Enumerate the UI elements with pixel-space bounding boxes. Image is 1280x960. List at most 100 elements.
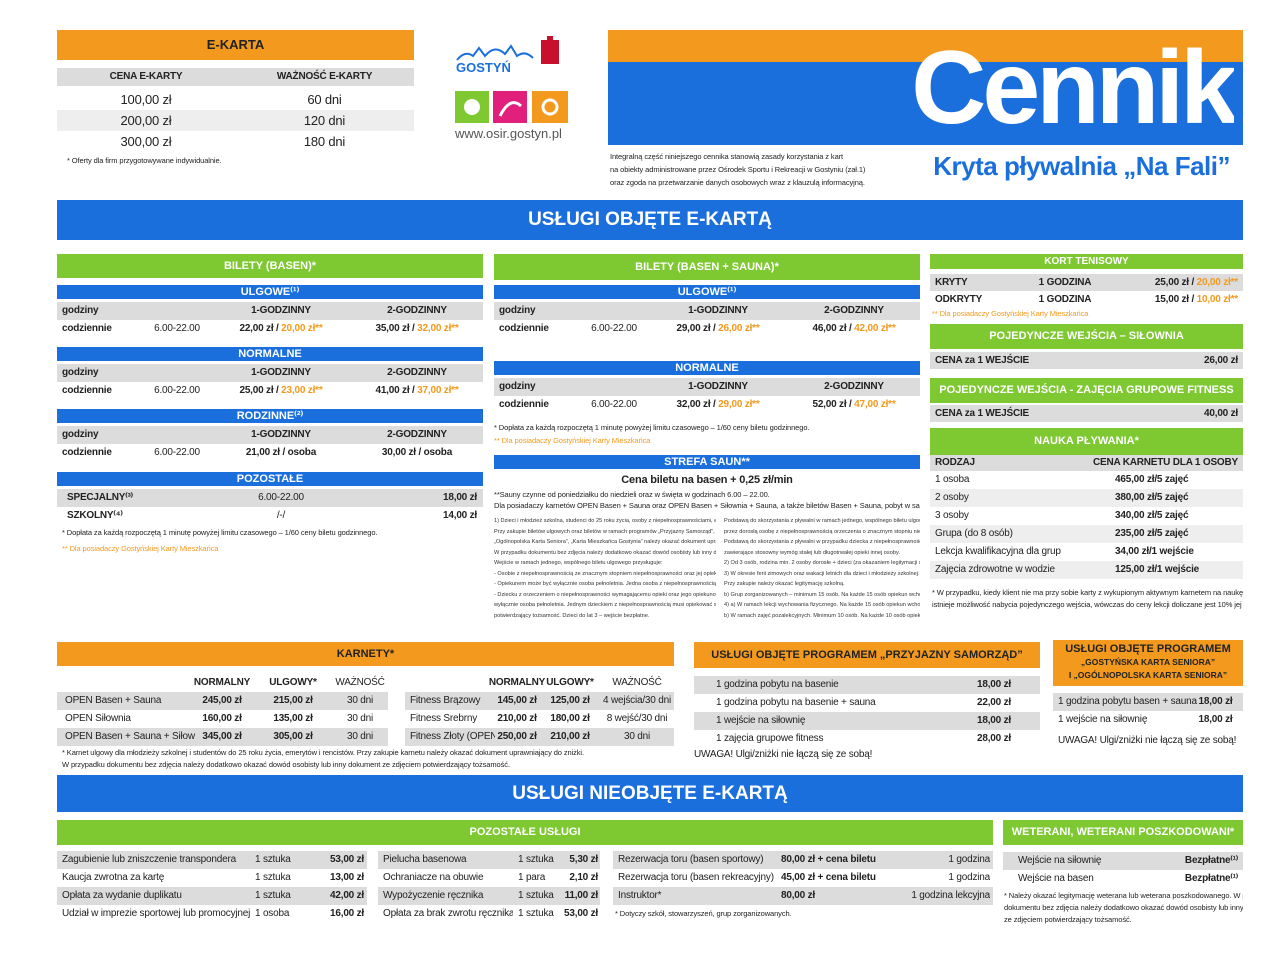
cell: 1 sztuka — [255, 872, 291, 883]
cell: 11,00 zł — [564, 890, 598, 901]
cell: 145,00 zł — [497, 695, 537, 706]
cell: 28,00 zł — [977, 733, 1011, 744]
fine-print: Podstawą do skorzystania z pływalni w pr… — [724, 539, 920, 545]
cell: 30,00 zł / osoba — [381, 447, 453, 458]
cell: Rezerwacja toru (basen sportowy) — [618, 854, 764, 865]
cell: Wypożyczenie ręcznika — [383, 890, 484, 901]
row-bg — [494, 302, 920, 320]
note: * Karnet ulgowy dla młodzieży szkolnej i… — [62, 748, 584, 757]
cell: 34,00 zł/1 wejście — [1115, 546, 1194, 557]
note: UWAGA! Ulgi/zniżki nie łączą się ze sobą… — [1058, 735, 1237, 746]
cell: Pielucha basenowa — [383, 854, 467, 865]
reduced-price: 42,00 zł** — [854, 323, 896, 334]
cell: 210,00 zł — [497, 713, 537, 724]
cell: Zajęcia zdrowotne w wodzie — [935, 564, 1055, 575]
row-bg — [57, 110, 414, 131]
fine-print: Przy zakupie biletów ulgowych oraz bilet… — [494, 528, 716, 535]
cell: Zagubienie lub zniszczenie transpondera — [62, 854, 236, 865]
note: * W przypadku, kiedy klient nie ma przy … — [932, 588, 1243, 597]
note: **Sauny czynne od poniedziałku do niedzi… — [494, 490, 770, 499]
cell: 100,00 zł — [120, 92, 172, 107]
cell: 6.00-22.00 — [591, 323, 637, 334]
cell: 18,00 zł — [443, 492, 477, 503]
cell: 1-GODZINNY — [688, 305, 748, 316]
cell: 6.00-22.00 — [154, 447, 200, 458]
cell: 46,00 zł / 42,00 zł** — [799, 320, 909, 338]
cell: 53,00 zł — [564, 908, 598, 919]
fine-print: - Osobie z niepełnosprawnością ze znaczn… — [494, 570, 716, 577]
cell: 210,00 zł — [550, 731, 590, 742]
cell: Kaucja zwrotna za kartę — [62, 872, 165, 883]
section-bar: USŁUGI OBJĘTE PROGRAMEM „PRZYJAZNY SAMOR… — [694, 642, 1040, 668]
cell: 18,00 zł — [1198, 696, 1233, 707]
cell: 1 godzina pobytu basen + sauna — [1058, 696, 1197, 707]
cell: ULGOWY* — [269, 677, 317, 688]
section-bar: ULGOWE⁽¹⁾ — [494, 285, 920, 299]
cell: 14,00 zł — [443, 510, 477, 521]
cell: 380,00 zł/5 zajęć — [1115, 492, 1189, 503]
cell: 80,00 zł + cena biletu — [781, 854, 876, 865]
cell: Lekcja kwalifikacyjna dla grup — [935, 546, 1061, 557]
cell: 1 GODZINA — [1038, 294, 1092, 305]
cell: codziennie — [62, 447, 112, 458]
cell: 60 dni — [307, 92, 342, 107]
row-bg — [930, 405, 1243, 422]
cell: 4 wejścia/30 dni — [603, 695, 671, 706]
note: ** Dla posiadaczy Gostyńskiej Karty Mies… — [932, 309, 1089, 318]
cell: 1-GODZINNY — [251, 429, 311, 440]
fine-print: Podstawą do skorzystania z pływalni w ra… — [724, 518, 920, 524]
cell: 8 wejść/30 dni — [606, 713, 668, 724]
cell: 2,10 zł — [569, 872, 598, 883]
cell: 180,00 zł — [550, 713, 590, 724]
row-bg — [1003, 852, 1243, 870]
cell: 30 dni — [346, 695, 374, 706]
cell: 1 zajęcia grupowe fitness — [716, 733, 824, 744]
section-bar: ULGOWE⁽¹⁾ — [57, 285, 483, 299]
logo-graphic — [455, 36, 568, 123]
fine-print: Przy zakupie należy okazać legitymację s… — [724, 581, 845, 587]
page-title: Cennik — [911, 30, 1234, 146]
fine-print: 3) W okresie ferii zimowych oraz wakacji… — [724, 570, 920, 577]
row-bg — [930, 352, 1243, 369]
row-bg — [930, 489, 1243, 507]
cell: 300,00 zł — [120, 134, 172, 149]
cell: 2-GODZINNY — [824, 305, 884, 316]
cell: 1-GODZINNY — [688, 381, 748, 392]
section-bar: „GOSTYŃSKA KARTA SENIORA” — [1080, 657, 1216, 667]
cell: 180 dni — [303, 134, 346, 149]
cell: Wejście na siłownię — [1018, 855, 1102, 866]
section-band: USŁUGI NIEOBJĘTE E-KARTĄ — [57, 775, 1243, 812]
cell: CENA za 1 WEJŚCIE — [935, 408, 1030, 419]
fine-print: przez dorosłą osobę z niepełnosprawności… — [724, 528, 920, 535]
fine-print: zawierające stosowny wymóg stałej lub dł… — [724, 549, 900, 556]
cell: 13,00 zł — [330, 872, 364, 883]
cell: 305,00 zł — [273, 731, 313, 742]
price: 32,00 zł / — [676, 399, 719, 410]
section-bar: KARNETY* — [57, 642, 674, 666]
note: Dla posiadaczy karnetów OPEN Basen + Sau… — [494, 501, 920, 510]
row-bg — [930, 561, 1243, 579]
cell: 40,00 zł — [1204, 408, 1238, 419]
cell: OPEN Basen + Sauna + Siłownia — [65, 731, 195, 742]
cell: 42,00 zł — [330, 890, 364, 901]
cell: 22,00 zł / 20,00 zł** — [221, 320, 341, 338]
cell: godziny — [62, 305, 99, 316]
cell: godziny — [62, 429, 99, 440]
section-bar: WETERANI, WETERANI POSZKODOWANI* — [1003, 820, 1243, 845]
cell: Ochraniacze na obuwie — [383, 872, 484, 883]
row-bg — [57, 887, 367, 905]
cell: 3 osoby — [935, 510, 969, 521]
cell: 26,00 zł — [1204, 355, 1238, 366]
cell: godziny — [499, 381, 536, 392]
cell: 1 sztuka — [518, 890, 554, 901]
fine-print: 1) Dzieci i młodzież szkolna, studenci d… — [494, 518, 716, 524]
cell: 120 dni — [303, 113, 346, 128]
cell: CENA za 1 WEJŚCIE — [935, 355, 1030, 366]
section-bar: NAUKA PŁYWANIA* — [930, 428, 1243, 455]
cell: godziny — [62, 367, 99, 378]
cell: 41,00 zł / 37,00 zł** — [362, 382, 472, 400]
price: 15,00 zł / — [1154, 294, 1197, 305]
cell: 245,00 zł — [202, 695, 242, 706]
row-bg — [613, 887, 993, 905]
